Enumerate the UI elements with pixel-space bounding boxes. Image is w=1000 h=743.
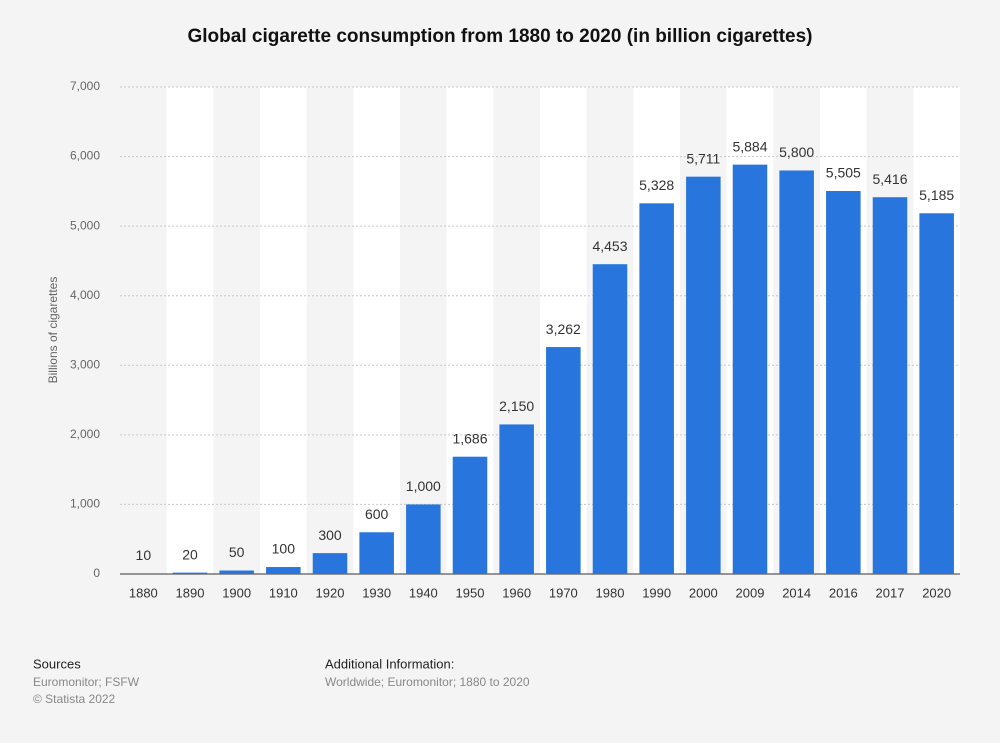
value-label: 5,711: [686, 150, 720, 166]
value-label: 5,800: [779, 144, 814, 160]
x-tick-label: 2014: [782, 585, 811, 600]
y-axis-label: Billions of cigarettes: [46, 277, 60, 384]
bar: [639, 203, 674, 574]
x-tick-label: 2009: [736, 585, 765, 600]
bar: [499, 424, 534, 574]
bar: [126, 573, 161, 574]
x-tick-label: 1970: [549, 585, 578, 600]
y-tick-label: 0: [93, 566, 100, 580]
bar: [406, 504, 441, 574]
sources-title: Sources: [33, 656, 81, 671]
x-tick-label: 1980: [596, 585, 625, 600]
value-label: 2,150: [499, 398, 534, 414]
x-tick-label: 1920: [316, 585, 345, 600]
x-tick-label: 1960: [502, 585, 531, 600]
x-tick-label: 2017: [876, 585, 905, 600]
value-label: 1,000: [406, 478, 441, 494]
x-tick-label: 2020: [922, 585, 951, 600]
x-tick-label: 1930: [362, 585, 391, 600]
y-tick-label: 7,000: [70, 79, 100, 93]
band-background: [353, 87, 400, 574]
bar: [312, 553, 348, 574]
value-label: 3,262: [546, 321, 581, 337]
y-tick-label: 3,000: [70, 357, 100, 371]
band-background: [166, 87, 214, 574]
value-label: 100: [272, 541, 296, 557]
y-tick-label: 1,000: [70, 497, 100, 511]
value-label: 10: [136, 547, 152, 563]
y-tick-label: 5,000: [70, 218, 100, 232]
bar: [546, 347, 581, 574]
bar: [592, 264, 628, 574]
value-label: 50: [229, 544, 245, 560]
value-label: 5,505: [826, 165, 861, 181]
info-title: Additional Information:: [325, 656, 454, 671]
x-tick-label: 1950: [456, 585, 485, 600]
value-label: 4,453: [592, 238, 627, 254]
chart-title: Global cigarette consumption from 1880 t…: [187, 26, 812, 47]
bar: [172, 572, 208, 574]
x-tick-label: 1910: [269, 585, 298, 600]
y-tick-label: 6,000: [70, 149, 100, 163]
x-tick-label: 1900: [222, 585, 251, 600]
bar: [359, 532, 394, 574]
x-tick-label: 2016: [829, 585, 858, 600]
x-tick-label: 1880: [129, 585, 158, 600]
value-label: 5,416: [872, 171, 907, 187]
value-label: 600: [365, 506, 389, 522]
bar: [266, 567, 301, 574]
bar: [919, 213, 954, 574]
y-tick-label: 2,000: [70, 427, 100, 441]
bar: [452, 456, 488, 574]
x-tick-label: 1990: [642, 585, 671, 600]
copyright: © Statista 2022: [33, 692, 116, 706]
x-tick-label: 1890: [176, 585, 205, 600]
band-background: [260, 87, 307, 574]
bar: [826, 191, 861, 575]
x-tick-label: 1940: [409, 585, 438, 600]
bar: [779, 170, 814, 574]
y-tick-label: 4,000: [70, 288, 100, 302]
value-label: 5,328: [639, 177, 674, 193]
value-label: 5,884: [732, 138, 767, 154]
bar: [686, 176, 721, 575]
value-label: 300: [318, 527, 342, 543]
value-label: 5,185: [919, 187, 954, 203]
value-label: 20: [182, 546, 198, 562]
sources: Euromonitor; FSFW: [33, 675, 140, 689]
info: Worldwide; Euromonitor; 1880 to 2020: [325, 675, 530, 689]
bar: [872, 197, 908, 574]
bar: [732, 164, 768, 574]
bar: [219, 570, 254, 574]
value-label: 1,686: [452, 430, 487, 446]
x-tick-label: 2000: [689, 585, 718, 600]
